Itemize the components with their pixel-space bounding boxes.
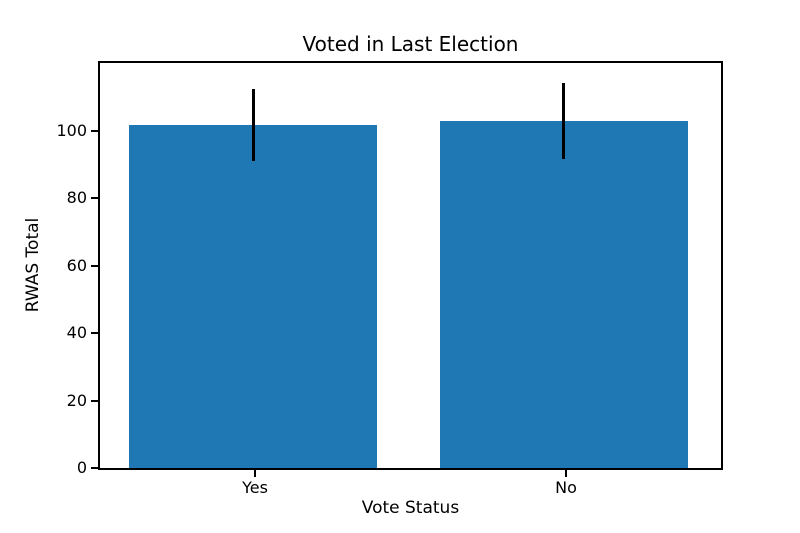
y-tick-label: 60	[66, 255, 87, 275]
y-tick-label: 20	[66, 390, 87, 410]
bar-yes	[129, 125, 377, 468]
y-tick-mark	[91, 332, 98, 334]
y-tick-label: 80	[66, 188, 87, 207]
y-tick-mark	[91, 467, 98, 469]
y-tick-mark	[91, 399, 98, 402]
error-bar-no	[562, 83, 565, 159]
x-tick-label: Yes	[242, 478, 268, 497]
chart-title: Voted in Last Election	[302, 32, 519, 56]
y-tick-mark	[91, 197, 98, 199]
x-tick-label: No	[555, 478, 577, 497]
x-axis-label: Vote Status	[361, 498, 460, 518]
x-tick-mark	[254, 470, 256, 477]
y-tick-label: 40	[66, 323, 87, 342]
y-tick-mark	[91, 264, 98, 267]
y-tick-label: 100	[56, 120, 87, 140]
error-bar-yes	[252, 89, 255, 161]
x-tick-mark	[565, 470, 567, 477]
y-tick-mark	[91, 129, 98, 132]
plot-area	[98, 61, 723, 470]
y-tick-label: 0	[76, 458, 87, 477]
bar-no	[440, 121, 688, 468]
